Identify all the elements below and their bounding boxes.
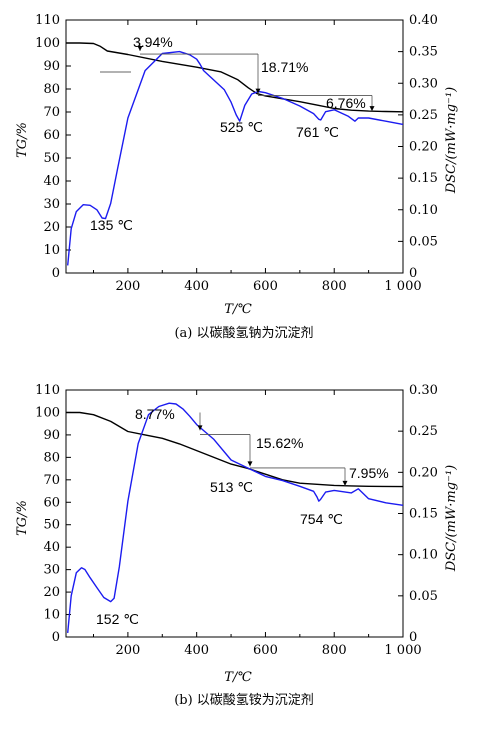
y-left-tick-label: 60 — [43, 495, 60, 510]
chart-panel-b: 200 400 600 800 1 00001020304050607080901001… — [15, 383, 459, 708]
y-left-tick-label: 100 — [35, 405, 60, 420]
y-right-tick-label: 0.35 — [409, 45, 438, 60]
y-left-tick-label: 40 — [43, 174, 60, 189]
figure-caption: (a) 以碳酸氢钠为沉淀剂 — [174, 326, 313, 341]
y-right-axis-label: DSC/(mW·mg⁻¹) — [444, 87, 459, 194]
y-right-tick-label: 0.15 — [409, 507, 438, 522]
y-right-tick-label: 0.30 — [409, 383, 438, 398]
y-left-tick-label: 50 — [43, 518, 60, 533]
series-line-dsc — [67, 402, 404, 633]
annotation-label: 6.76% — [326, 95, 366, 111]
annotation-label: 135 ℃ — [90, 217, 133, 233]
x-axis-label: T/℃ — [224, 302, 252, 317]
y-right-tick-label: 0.05 — [409, 589, 438, 604]
y-left-tick-label: 10 — [43, 608, 60, 623]
plot-frame — [65, 19, 404, 274]
y-left-tick-label: 80 — [43, 450, 60, 465]
y-right-tick-label: 0.25 — [409, 424, 438, 439]
y-left-tick-label: 0 — [52, 266, 60, 281]
annotation-label: 513 ℃ — [210, 479, 253, 495]
y-left-tick-label: 50 — [43, 151, 60, 166]
step-arrow — [247, 461, 253, 467]
y-right-tick-label: 0 — [409, 266, 417, 281]
y-right-tick-label: 0.25 — [409, 108, 438, 123]
y-right-tick-label: 0.20 — [409, 465, 438, 480]
y-left-tick-label: 20 — [43, 220, 60, 235]
annotation-label: 15.62% — [256, 435, 303, 451]
step-arrow — [255, 88, 261, 94]
annotation-label: 525 ℃ — [220, 119, 263, 135]
step-arrow — [137, 46, 143, 52]
annotation-label: 7.95% — [349, 465, 389, 481]
y-left-tick-label: 100 — [35, 36, 60, 51]
annotation-label: 8.77% — [135, 406, 175, 422]
x-tick-label: 800 — [322, 643, 347, 658]
annotation-label: 754 ℃ — [300, 511, 343, 527]
y-right-tick-label: 0.05 — [409, 234, 438, 249]
y-left-tick-label: 110 — [35, 383, 60, 398]
x-tick-label: 400 — [184, 279, 209, 294]
x-tick-label: 1 000 — [384, 279, 421, 294]
annotation-label: 3.94% — [133, 34, 173, 50]
annotation-label: 152 ℃ — [96, 611, 139, 627]
y-left-tick-label: 10 — [43, 243, 60, 258]
y-left-axis-label: TG/% — [15, 122, 30, 158]
y-right-tick-label: 0.30 — [409, 76, 438, 91]
step-arrow — [369, 106, 375, 112]
y-right-tick-label: 0.40 — [409, 13, 438, 28]
y-right-axis-label: DSC/(mW·mg⁻¹) — [444, 465, 459, 572]
y-left-tick-label: 90 — [43, 59, 60, 74]
series-line-tg — [66, 42, 404, 113]
y-right-tick-label: 0.20 — [409, 140, 438, 155]
y-left-tick-label: 40 — [43, 540, 60, 555]
step-arrow — [197, 425, 203, 431]
y-right-tick-label: 0 — [409, 630, 417, 645]
y-left-tick-label: 30 — [43, 197, 60, 212]
x-tick-label: 1 000 — [384, 643, 421, 658]
y-right-tick-label: 0.10 — [409, 203, 438, 218]
figure-caption: (b) 以碳酸氢铵为沉淀剂 — [174, 693, 314, 708]
x-tick-label: 400 — [184, 643, 209, 658]
x-tick-label: 600 — [253, 643, 278, 658]
y-left-tick-label: 80 — [43, 82, 60, 97]
y-left-tick-label: 30 — [43, 563, 60, 578]
x-axis-label: T/℃ — [224, 670, 252, 685]
plot-frame — [65, 389, 404, 638]
y-left-axis-label: TG/% — [15, 500, 30, 536]
y-left-tick-label: 20 — [43, 585, 60, 600]
y-right-tick-label: 0.10 — [409, 548, 438, 563]
series-line-tg — [66, 411, 404, 488]
y-left-tick-label: 60 — [43, 128, 60, 143]
annotation-label: 18.71% — [261, 59, 308, 75]
chart-panel-a: 200 400 600 800 1 00001020304050607080901001… — [15, 13, 459, 341]
annotation-label: 761 ℃ — [296, 124, 339, 140]
x-tick-label: 600 — [253, 279, 278, 294]
x-tick-label: 800 — [322, 279, 347, 294]
y-right-tick-label: 0.15 — [409, 171, 438, 186]
step-arrow — [342, 480, 348, 486]
y-left-tick-label: 70 — [43, 473, 60, 488]
y-left-tick-label: 110 — [35, 13, 60, 28]
y-left-tick-label: 0 — [52, 630, 60, 645]
series-line-dsc — [67, 50, 404, 266]
y-left-tick-label: 90 — [43, 428, 60, 443]
x-tick-label: 200 — [115, 279, 140, 294]
x-tick-label: 200 — [115, 643, 140, 658]
y-left-tick-label: 70 — [43, 105, 60, 120]
